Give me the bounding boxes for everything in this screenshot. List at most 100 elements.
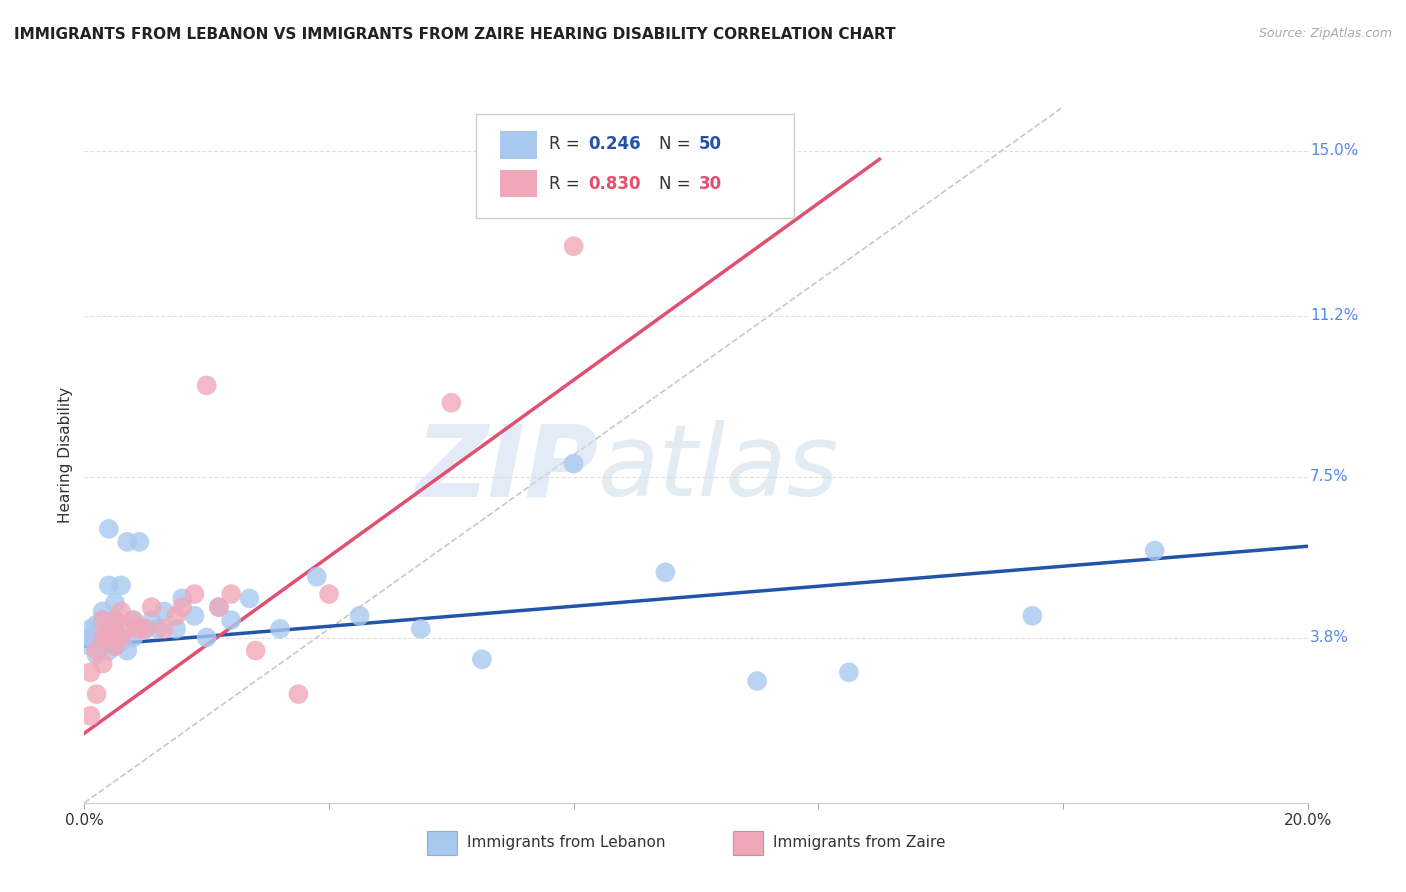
Point — [104, 613, 127, 627]
FancyBboxPatch shape — [733, 830, 763, 855]
Point — [110, 635, 132, 649]
Point — [562, 239, 585, 253]
Point — [128, 535, 150, 549]
Point — [195, 631, 218, 645]
Point — [86, 643, 108, 657]
Point — [208, 600, 231, 615]
Point — [122, 613, 145, 627]
Point — [104, 622, 127, 636]
Point — [91, 622, 114, 636]
Point — [86, 617, 108, 632]
FancyBboxPatch shape — [501, 131, 537, 159]
Point — [195, 378, 218, 392]
Text: R =: R = — [550, 135, 585, 153]
Point — [86, 635, 108, 649]
Point — [135, 622, 157, 636]
Point — [115, 622, 138, 636]
Text: Source: ZipAtlas.com: Source: ZipAtlas.com — [1258, 27, 1392, 40]
Point — [122, 631, 145, 645]
Point — [91, 613, 114, 627]
Point — [79, 665, 101, 680]
Point — [183, 587, 205, 601]
Point — [183, 608, 205, 623]
Point — [79, 631, 101, 645]
Point — [135, 622, 157, 636]
Point — [91, 631, 114, 645]
Point — [172, 591, 194, 606]
Point — [104, 631, 127, 645]
Point — [269, 622, 291, 636]
Point — [97, 631, 120, 645]
Point — [97, 522, 120, 536]
Point — [238, 591, 260, 606]
Point — [91, 613, 114, 627]
Point — [172, 600, 194, 615]
Point — [97, 578, 120, 592]
Point — [128, 622, 150, 636]
Text: 3.8%: 3.8% — [1310, 630, 1348, 645]
Point — [110, 631, 132, 645]
FancyBboxPatch shape — [427, 830, 457, 855]
Point — [86, 648, 108, 662]
Point — [654, 566, 676, 580]
Text: 0.246: 0.246 — [588, 135, 641, 153]
Point — [219, 613, 242, 627]
Point — [1143, 543, 1166, 558]
Point — [153, 605, 176, 619]
Text: N =: N = — [659, 175, 696, 193]
Text: ZIP: ZIP — [415, 420, 598, 517]
Point — [146, 622, 169, 636]
Text: IMMIGRANTS FROM LEBANON VS IMMIGRANTS FROM ZAIRE HEARING DISABILITY CORRELATION : IMMIGRANTS FROM LEBANON VS IMMIGRANTS FR… — [14, 27, 896, 42]
Text: R =: R = — [550, 175, 585, 193]
Point — [104, 639, 127, 653]
FancyBboxPatch shape — [501, 169, 537, 197]
Point — [208, 600, 231, 615]
Point — [1021, 608, 1043, 623]
Point — [97, 643, 120, 657]
Point — [115, 643, 138, 657]
Point — [153, 622, 176, 636]
Point — [165, 622, 187, 636]
Point — [110, 605, 132, 619]
Point — [747, 674, 769, 689]
Text: 0.830: 0.830 — [588, 175, 641, 193]
Text: 30: 30 — [699, 175, 721, 193]
Point — [838, 665, 860, 680]
Text: 50: 50 — [699, 135, 721, 153]
Point — [91, 631, 114, 645]
Point — [104, 596, 127, 610]
Text: N =: N = — [659, 135, 696, 153]
Point — [97, 622, 120, 636]
Point — [79, 639, 101, 653]
Point — [562, 457, 585, 471]
Point — [104, 613, 127, 627]
Point — [86, 687, 108, 701]
Point — [79, 708, 101, 723]
Text: Immigrants from Zaire: Immigrants from Zaire — [773, 835, 945, 850]
FancyBboxPatch shape — [475, 114, 794, 219]
Point — [86, 626, 108, 640]
Point — [97, 635, 120, 649]
Point — [141, 600, 163, 615]
Point — [287, 687, 309, 701]
Point — [440, 396, 463, 410]
Point — [471, 652, 494, 666]
Point — [141, 613, 163, 627]
Point — [245, 643, 267, 657]
Text: 15.0%: 15.0% — [1310, 143, 1358, 158]
Text: Immigrants from Lebanon: Immigrants from Lebanon — [467, 835, 665, 850]
Text: 11.2%: 11.2% — [1310, 309, 1358, 323]
Point — [409, 622, 432, 636]
Point — [79, 622, 101, 636]
Point — [91, 605, 114, 619]
Point — [104, 639, 127, 653]
Point — [305, 570, 328, 584]
Text: 7.5%: 7.5% — [1310, 469, 1348, 484]
Point — [91, 639, 114, 653]
Y-axis label: Hearing Disability: Hearing Disability — [58, 387, 73, 523]
Point — [110, 578, 132, 592]
Point — [122, 613, 145, 627]
Point — [91, 657, 114, 671]
Point — [219, 587, 242, 601]
Point — [349, 608, 371, 623]
